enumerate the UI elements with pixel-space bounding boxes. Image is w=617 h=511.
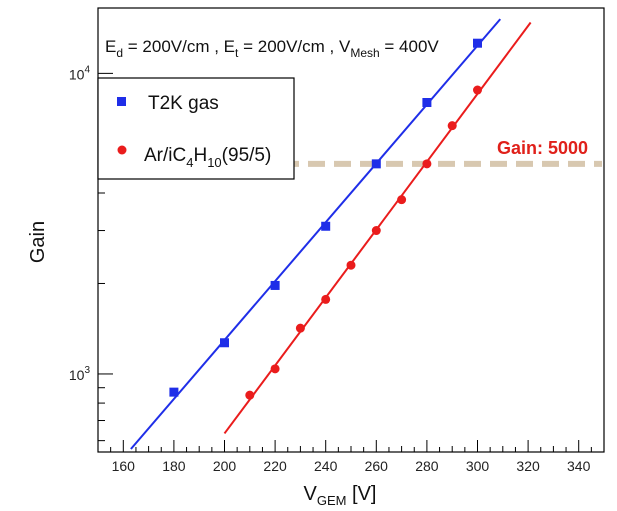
x-tick-label: 280	[415, 458, 439, 474]
x-tick-label: 300	[466, 458, 490, 474]
conditions-annotation: Ed = 200V/cm , Et = 200V/cm , VMesh = 40…	[105, 37, 439, 60]
y-tick-label: 103	[69, 365, 91, 383]
gain-threshold-label: Gain: 5000	[497, 138, 588, 158]
legend-marker-t2k	[117, 97, 126, 106]
ar-ic4h10-data-point	[447, 121, 457, 131]
ar-ic4h10-data-point	[473, 85, 482, 95]
t2k-data-points	[169, 38, 482, 397]
ar-ic4h10-data-point	[371, 226, 381, 236]
legend-label-t2k: T2K gas	[148, 93, 219, 114]
ar-ic4h10-data-points	[245, 85, 482, 400]
x-tick-label: 200	[213, 458, 237, 474]
legend: T2K gas Ar/iC4H10(95/5)	[97, 77, 295, 180]
t2k-data-point	[169, 387, 179, 397]
ar-ic4h10-data-point	[245, 390, 255, 400]
t2k-data-point	[270, 280, 280, 290]
x-axis-title: VGEM [V]	[304, 483, 377, 508]
x-tick-label: 260	[365, 458, 389, 474]
t2k-data-point	[220, 338, 229, 348]
ar-ic4h10-data-point	[346, 260, 356, 270]
ar-ic4h10-data-point	[295, 323, 305, 333]
ar-ic4h10-data-point	[270, 364, 280, 374]
ar-ic4h10-data-point	[397, 195, 407, 205]
y-axis-title: Gain	[27, 221, 49, 263]
ar-ic4h10-data-point	[422, 159, 432, 169]
t2k-data-point	[371, 159, 381, 169]
x-tick-label: 220	[263, 458, 287, 474]
legend-label-ar-ic4h10: Ar/iC4H10(95/5)	[144, 145, 271, 170]
t2k-data-point	[422, 98, 432, 108]
t2k-data-point	[473, 38, 482, 48]
legend-marker-ar-ic4h10	[117, 145, 127, 155]
x-tick-label: 240	[314, 458, 338, 474]
y-tick-label: 104	[69, 64, 91, 82]
x-tick-label: 180	[162, 458, 186, 474]
x-tick-label: 340	[567, 458, 591, 474]
x-tick-label: 320	[516, 458, 540, 474]
t2k-data-point	[321, 221, 331, 231]
plot-frame	[97, 7, 605, 453]
ar-ic4h10-data-point	[321, 294, 331, 304]
legend-box	[97, 77, 295, 180]
x-axis-ticks: 160 180 200 220 240 260 280 300 320 340	[97, 440, 605, 474]
x-tick-label: 160	[112, 458, 136, 474]
t2k-fit-line	[130, 18, 502, 450]
